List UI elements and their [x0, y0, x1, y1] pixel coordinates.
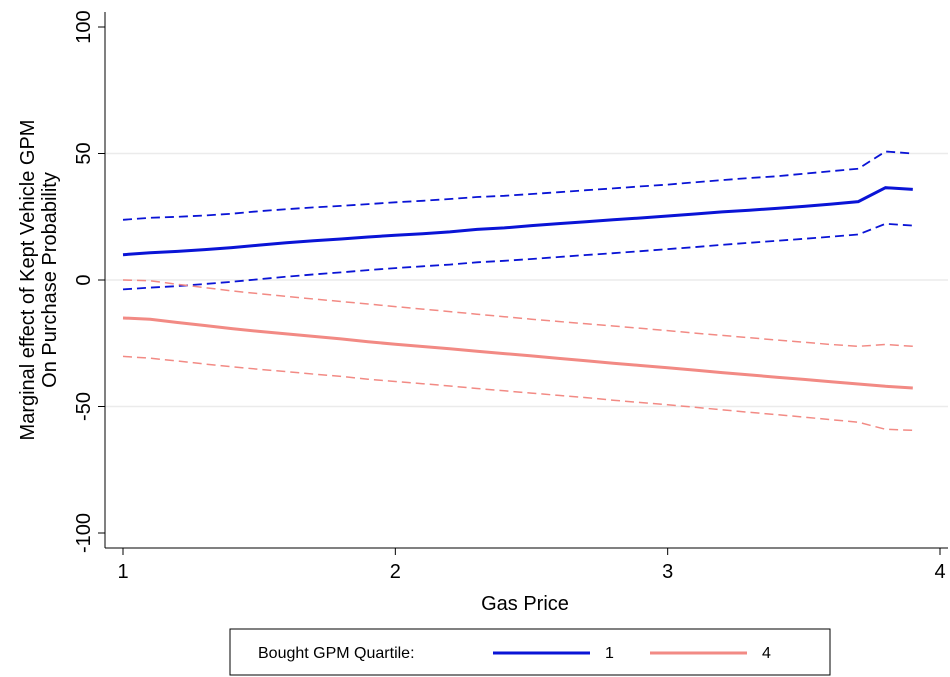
legend-label-1: 1	[605, 645, 614, 662]
y-tick-label--100: -100	[73, 513, 95, 553]
y-tick-label-0: 0	[73, 274, 95, 285]
x-tick-label-1: 1	[117, 561, 128, 583]
tick-labels: -100 -50 0 50 100 1 2 3 4	[73, 10, 946, 583]
series-lines	[122, 150, 913, 432]
y-axis-title-line-2: On Purchase Probability	[39, 172, 61, 388]
y-axis-title-line-1: Marginal effect of Kept Vehicle GPM	[17, 120, 39, 441]
series-1-ci-lower-line	[122, 222, 913, 291]
series-4-ci-lower-line	[122, 355, 913, 432]
grid-lines	[105, 152, 948, 408]
y-tick-label-50: 50	[73, 142, 95, 164]
legend-label-4: 4	[762, 645, 771, 662]
x-tick-label-3: 3	[662, 561, 673, 583]
legend: Bought GPM Quartile: 1 4	[229, 628, 831, 676]
series-1-estimate-line	[122, 186, 913, 257]
series-4-estimate-line	[122, 316, 913, 390]
y-tick-label-100: 100	[73, 10, 95, 43]
series-1-ci-upper-line	[122, 150, 913, 221]
x-tick-label-2: 2	[390, 561, 401, 583]
axes	[98, 12, 948, 555]
series-4-ci-upper-line	[122, 279, 913, 348]
x-tick-label-4: 4	[934, 561, 945, 583]
legend-title: Bought GPM Quartile:	[258, 645, 415, 662]
x-axis-title: Gas Price	[481, 593, 569, 615]
y-tick-label--50: -50	[73, 392, 95, 421]
